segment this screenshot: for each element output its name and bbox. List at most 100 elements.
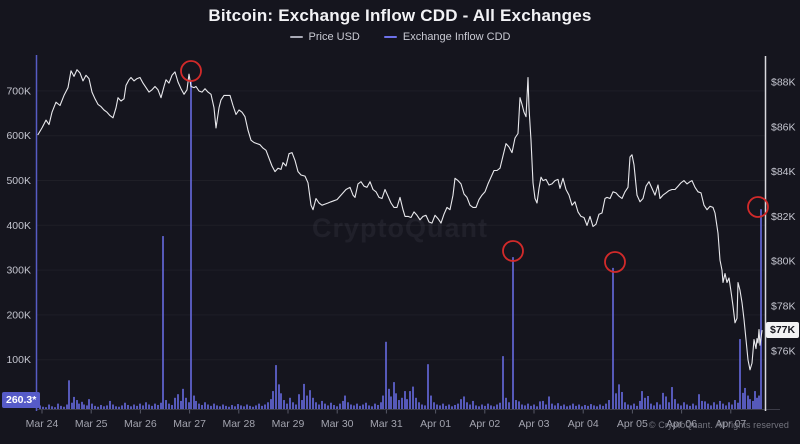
cdd-bar [83,404,85,409]
cdd-bar [45,407,47,409]
cdd-bar [195,400,197,409]
cdd-bar [436,404,438,409]
cdd-bar [171,404,173,409]
cdd-bar [39,405,41,409]
cdd-bar [258,403,260,409]
cdd-bar [659,404,661,409]
cdd-bar [692,403,694,409]
cdd-bar [154,403,156,409]
cdd-series-swatch-icon [383,36,397,38]
cdd-bar [255,405,257,409]
cdd-bar [112,404,114,409]
cdd-bar [621,391,623,409]
cdd-bar [548,396,550,409]
cdd-bar [647,396,649,409]
cdd-bar [530,405,532,409]
cdd-bar [353,405,355,409]
cdd-bar [252,406,254,409]
cdd-bar [301,400,303,409]
x-axis-label: Mar 24 [26,418,59,430]
price-series-swatch-icon [289,36,303,38]
cdd-bar [324,403,326,409]
cdd-bar [527,403,529,409]
cdd-bar [228,406,230,409]
cdd-bar [130,406,132,409]
right-axis-label: $78K [771,301,796,313]
cdd-bar [42,406,44,409]
cdd-bar [445,405,447,409]
cdd-bar [618,384,620,409]
cdd-bar [385,341,387,409]
cdd-bar [382,395,384,409]
cdd-bar [81,401,83,409]
cdd-bar [728,402,730,409]
cdd-bar [124,402,126,409]
x-axis-label: Apr 05 [617,418,648,430]
cdd-bar [275,365,277,409]
cdd-bar [662,392,664,409]
cdd-bar [524,405,526,409]
cdd-bar [76,400,78,409]
cdd-bar [505,397,507,409]
cdd-bar [398,400,400,409]
cdd-bar [671,387,673,409]
cdd-bar [680,405,682,409]
price-last-value-badge: $77K [766,322,800,338]
cdd-bar [542,400,544,409]
cdd-bar [237,404,239,409]
cdd-bar [677,403,679,409]
left-axis-label: 400K [6,220,31,232]
cdd-bar [133,404,135,409]
legend-item-exchange-inflow-cdd[interactable]: Exchange Inflow CDD [383,31,510,43]
cdd-bar [261,405,263,409]
cdd-bar [213,403,215,409]
chart-title: Bitcoin: Exchange Inflow CDD - All Excha… [208,6,592,25]
cdd-bar [686,404,688,409]
cdd-bar [231,404,233,409]
x-axis-label: Mar 30 [321,418,354,430]
cdd-bar [602,405,604,409]
cdd-bar [466,402,468,409]
cdd-bar [162,236,164,409]
cdd-bar [560,405,562,409]
x-axis-label: Mar 27 [173,418,206,430]
cdd-bar [644,397,646,409]
cdd-bar [439,405,441,409]
cdd-bar [409,391,411,409]
cdd-bar [68,380,70,409]
cdd-bar [454,404,456,409]
cdd-bar [457,403,459,409]
cdd-bar [739,339,741,409]
cdd-bar [339,403,341,409]
cdd-bar [73,396,75,409]
cdd-bar [515,400,517,409]
cdd-bar [433,402,435,409]
cdd-bar [94,405,96,409]
cdd-bar [106,405,108,409]
cdd-bar [698,394,700,409]
legend-item-price-usd[interactable]: Price USD [289,31,360,43]
cdd-bar [581,406,583,409]
cdd-bar [744,387,746,409]
cdd-bar [463,396,465,409]
cdd-bar [177,394,179,409]
cdd-bar [593,405,595,409]
left-axis-label: 700K [6,85,31,97]
cdd-bar [270,399,272,409]
cdd-bar [327,405,329,409]
cdd-bar [359,405,361,409]
cdd-bar [758,395,760,409]
cdd-bar [554,405,556,409]
cdd-bar [612,267,614,409]
cdd-bar [499,402,501,409]
cdd-bar [484,405,486,409]
cdd-bar [91,403,93,409]
x-axis-label: Mar 25 [75,418,108,430]
cdd-bar [630,405,632,409]
cdd-bar [264,404,266,409]
cdd-bar [97,406,99,409]
cdd-bar [656,402,658,409]
cdd-bar [157,404,159,409]
cdd-bar [182,388,184,409]
